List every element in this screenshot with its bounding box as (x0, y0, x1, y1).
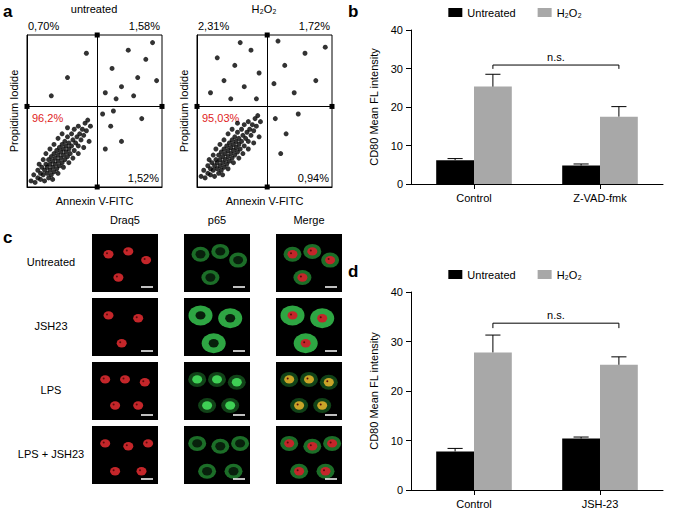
svg-text:0: 0 (397, 178, 403, 190)
html-text:p65: p65 (207, 214, 227, 226)
svg-text:Annexin V-FITC: Annexin V-FITC (56, 195, 134, 207)
svg-text:CD80 Mean FL intensity: CD80 Mean FL intensity (368, 48, 380, 166)
svg-text:1,58%: 1,58% (129, 20, 160, 32)
svg-text:Untreated: Untreated (467, 7, 515, 19)
svg-text:H₂O₂: H₂O₂ (557, 7, 582, 19)
svg-text:0: 0 (397, 484, 403, 496)
svg-text:n.s.: n.s. (547, 51, 565, 63)
svg-text:40: 40 (391, 286, 403, 298)
svg-text:30: 30 (391, 63, 403, 75)
svg-text:20: 20 (391, 385, 403, 397)
svg-text:untreated: untreated (71, 3, 117, 15)
html-text:a: a (3, 2, 13, 21)
svg-text:CD80 Mean FL intensity: CD80 Mean FL intensity (368, 332, 380, 450)
svg-text:Annexin V-FITC: Annexin V-FITC (226, 195, 304, 207)
svg-text:0,70%: 0,70% (28, 20, 59, 32)
html-text:c: c (3, 228, 13, 247)
svg-text:2,31%: 2,31% (198, 20, 229, 32)
svg-text:Propidium Iodide: Propidium Iodide (8, 70, 20, 153)
html-text:Draq5: Draq5 (110, 214, 140, 226)
svg-text:Control: Control (456, 192, 491, 204)
svg-text:20: 20 (391, 101, 403, 113)
svg-text:1,72%: 1,72% (299, 20, 330, 32)
svg-text:H₂O₂: H₂O₂ (557, 269, 582, 281)
html-text:LPS: LPS (40, 384, 62, 396)
html-text:JSH23: JSH23 (34, 320, 68, 332)
svg-text:JSH-23: JSH-23 (582, 498, 619, 510)
svg-text:96,2%: 96,2% (32, 112, 63, 124)
svg-text:Z-VAD-fmk: Z-VAD-fmk (573, 192, 627, 204)
svg-text:Control: Control (456, 498, 491, 510)
svg-text:Propidium Iodide: Propidium Iodide (178, 70, 190, 153)
html-text:LPS + JSH23: LPS + JSH23 (17, 448, 85, 460)
svg-text:0,94%: 0,94% (298, 172, 329, 184)
svg-text:30: 30 (391, 336, 403, 348)
svg-text:H₂O₂: H₂O₂ (251, 3, 276, 15)
svg-text:Untreated: Untreated (467, 269, 515, 281)
html-text:d: d (348, 262, 359, 281)
svg-text:1,52%: 1,52% (128, 172, 159, 184)
svg-text:10: 10 (391, 435, 403, 447)
html-text:Merge: Merge (293, 214, 325, 226)
svg-text:95,03%: 95,03% (202, 112, 240, 124)
svg-text:n.s.: n.s. (547, 309, 565, 321)
html-text:Untreated: Untreated (26, 256, 76, 268)
html-text:b: b (348, 2, 359, 21)
svg-text:40: 40 (391, 24, 403, 36)
svg-text:10: 10 (391, 140, 403, 152)
